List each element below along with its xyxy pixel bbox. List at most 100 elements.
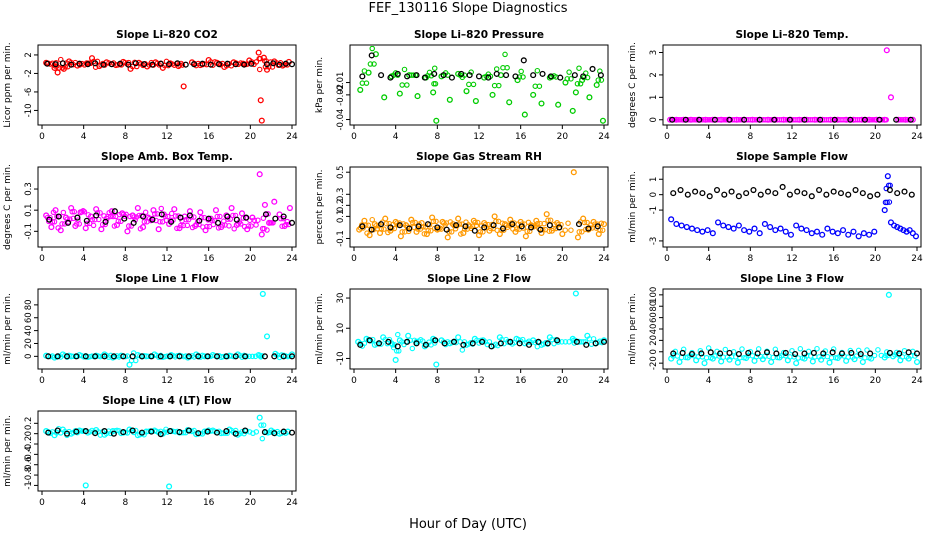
y-tick-label: -0.1 [336,230,346,247]
selected-point [54,427,61,434]
figure-title: FEF_130116 Slope Diagnostics [368,1,568,16]
data-point [545,217,551,224]
y-tick-label: 80 [24,299,34,310]
data-point [448,229,455,235]
data-point [675,117,681,123]
selected-point [157,60,164,67]
selected-point [232,430,239,437]
selected-point [682,116,689,123]
data-point [718,358,725,365]
y-tick-label: 0.3 [336,188,346,202]
selected-point [820,350,827,357]
data-point [64,216,71,222]
x-tick-label: 4 [706,376,712,386]
data-point [672,117,678,123]
data-point [178,222,184,229]
x-tick-label: 12 [161,376,172,386]
data-point [581,219,588,226]
x-tick-label: 8 [747,132,753,142]
selected-point [896,350,903,357]
selected-point [263,61,271,68]
x-tick-label: 24 [598,254,610,264]
data-point [270,220,276,226]
data-point [369,336,376,343]
data-point [165,213,171,220]
data-point [363,80,370,86]
data-point [241,352,247,359]
x-tick-label: 16 [828,376,840,386]
data-point [102,221,109,228]
selected-point [801,116,808,123]
selected-point [357,341,364,348]
data-point [228,205,235,212]
points-group [43,290,295,368]
data-point [546,228,553,234]
data-point [84,220,90,227]
data-point [504,64,510,71]
x-tick-label: 12 [161,498,172,508]
data-point [157,219,163,225]
data-point [459,347,466,353]
selected-point [688,350,696,358]
y-tick-label: 0.1 [336,210,346,224]
selected-point [698,350,705,357]
selected-point [699,190,706,197]
data-point [381,94,388,101]
data-point [676,358,683,366]
selected-point [232,353,239,360]
data-point [741,354,747,361]
y-tick-label: -0.01 [336,72,346,94]
panel-title: Slope Gas Stream RH [416,151,542,163]
data-point [432,81,439,87]
x-tick-label: 24 [911,254,923,264]
data-point [683,223,690,231]
data-point [864,347,870,353]
data-point [673,220,680,228]
data-point [405,332,412,339]
data-point [399,229,405,235]
data-point [108,208,115,215]
data-point [224,216,231,222]
data-point [141,219,148,225]
x-tick-label: 20 [870,254,882,264]
selected-point [195,353,202,360]
data-point [193,221,200,228]
data-point [428,227,434,234]
x-tick-label: 20 [245,498,257,508]
selected-point [713,186,721,194]
data-point [108,430,114,437]
selected-point [288,219,295,226]
data-point [456,221,463,227]
selected-point [726,349,733,356]
data-point [734,359,741,366]
selected-point [756,116,763,123]
selected-point [861,116,868,123]
x-tick-label: 12 [786,254,797,264]
selected-point [185,353,192,360]
data-point [373,223,379,229]
y-tick-label: -0.6 [24,456,34,473]
data-point [772,227,779,234]
data-point [569,107,576,114]
data-point [879,117,886,123]
selected-point [583,341,590,348]
selected-point [488,343,495,350]
selected-point [242,427,249,434]
data-point [768,117,775,123]
data-point [580,339,586,345]
selected-point [728,188,735,195]
selected-point [404,338,411,345]
data-point [258,422,264,428]
selected-point [375,340,383,347]
data-point [189,224,196,231]
x-tick-label: 16 [203,498,215,508]
selected-point [867,193,874,200]
data-point [89,216,96,223]
data-point [909,230,916,237]
data-point [204,223,210,230]
data-point [884,349,890,355]
data-point [819,231,826,238]
selected-point [434,224,441,231]
data-point [110,213,116,220]
data-point [396,90,403,97]
